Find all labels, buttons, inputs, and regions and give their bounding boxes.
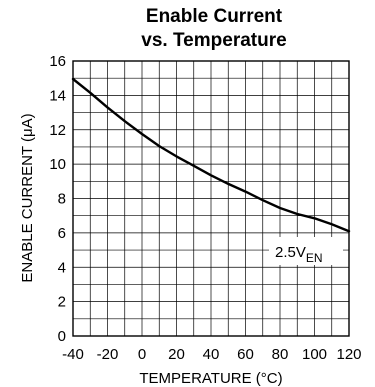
- annotation-background: [269, 237, 343, 265]
- y-tick-label: 2: [58, 294, 66, 311]
- y-tick-label: 8: [58, 191, 66, 208]
- chart-title-line2: vs. Temperature: [141, 30, 286, 51]
- y-tick-label: 16: [49, 53, 66, 70]
- annotation-label: 2.5VEN: [275, 244, 323, 265]
- x-tick-label: 20: [168, 346, 185, 363]
- x-tick-label: 40: [203, 346, 220, 363]
- y-tick-label: 10: [49, 156, 66, 173]
- chart-title-line1: Enable Current: [146, 6, 283, 27]
- plot-frame: [72, 60, 350, 337]
- x-tick-label: 60: [237, 346, 254, 363]
- annotation-subscript: EN: [306, 251, 323, 265]
- x-tick-label: 120: [336, 346, 361, 363]
- y-axis-label: ENABLE CURRENT (μA): [19, 113, 36, 282]
- x-tick-label: 80: [272, 346, 289, 363]
- tick-labels: -40 -20 0 20 40 60 80 100 120 0 2 4 6 8 10 12 14 16: [49, 53, 361, 363]
- series-line: [71, 77, 351, 233]
- y-tick-label: 6: [58, 225, 66, 242]
- y-tick-label: 4: [58, 259, 66, 276]
- x-tick-label: -40: [62, 346, 84, 363]
- y-tick-label: 14: [49, 87, 66, 104]
- x-tick-label: 0: [138, 346, 146, 363]
- x-tick-label: -20: [97, 346, 119, 363]
- x-tick-label: 100: [302, 346, 327, 363]
- grid-lines: [73, 61, 349, 336]
- annotation-main: 2.5V: [275, 244, 306, 261]
- y-tick-label: 0: [58, 328, 66, 345]
- y-tick-label: 12: [49, 122, 66, 139]
- x-axis-label: TEMPERATURE (°C): [139, 370, 282, 387]
- series-lines: [71, 77, 351, 233]
